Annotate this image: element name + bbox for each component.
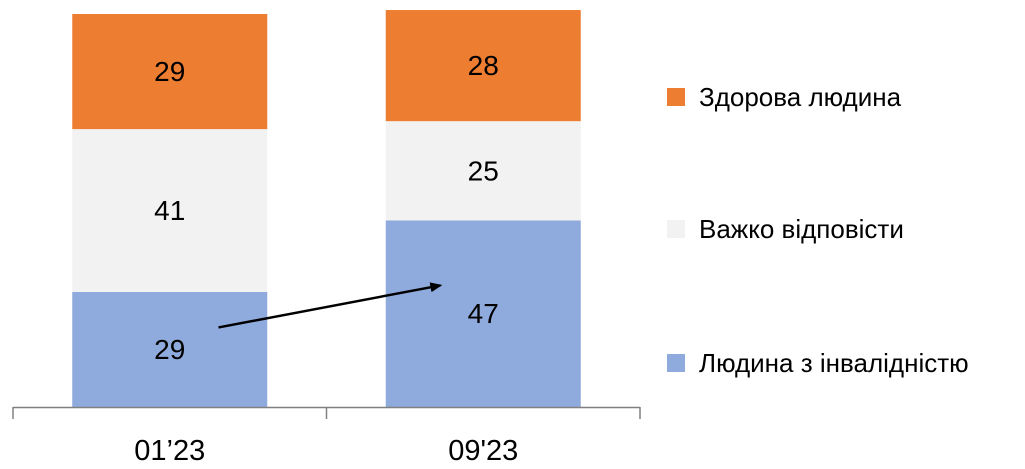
data-label-людина-з-інвалідністю-1: 47 [468, 298, 499, 329]
legend-label-важко-відповісти: Важко відповісти [699, 214, 904, 244]
legend-item-людина-з-інвалідністю: Людина з інвалідністю [667, 348, 969, 378]
data-label-людина-з-інвалідністю-0: 29 [154, 334, 185, 365]
bar-segment-важко-відповісти-0 [72, 129, 268, 292]
annotations-layer [218, 282, 443, 329]
x-tick-label-0: 01’23 [134, 435, 205, 467]
bars-layer [72, 10, 581, 407]
data-label-важко-відповісти-0: 41 [154, 195, 185, 226]
data-label-важко-відповісти-1: 25 [468, 155, 499, 186]
bar-segment-здорова-людина-1 [385, 10, 581, 122]
legend: Здорова людина Важко відповісти Людина з і… [667, 82, 969, 378]
x-tick-label-1: 09'23 [448, 435, 518, 467]
legend-swatch-важко-відповісти [667, 220, 685, 238]
data-label-здорова-людина-1: 28 [468, 50, 499, 81]
legend-item-здорова-людина: Здорова людина [667, 82, 902, 112]
bar-segment-важко-відповісти-1 [385, 121, 581, 221]
bar-segment-здорова-людина-0 [72, 14, 268, 130]
data-label-здорова-людина-0: 29 [154, 56, 185, 87]
legend-label-людина-з-інвалідністю: Людина з інвалідністю [699, 348, 969, 378]
segment-labels-layer: 29 41 29 47 25 28 [154, 50, 499, 365]
legend-label-здорова-людина: Здорова людина [699, 82, 902, 112]
trend-arrow-0 [218, 282, 443, 329]
bar-segment-людина-з-інвалідністю-0 [72, 291, 268, 407]
x-axis: 01’23 09'23 [12, 406, 641, 467]
legend-swatch-людина-з-інвалідністю [667, 354, 685, 372]
legend-item-важко-відповісти: Важко відповісти [667, 214, 904, 244]
bar-segment-людина-з-інвалідністю-1 [385, 220, 581, 407]
legend-swatch-здорова-людина [667, 88, 685, 106]
